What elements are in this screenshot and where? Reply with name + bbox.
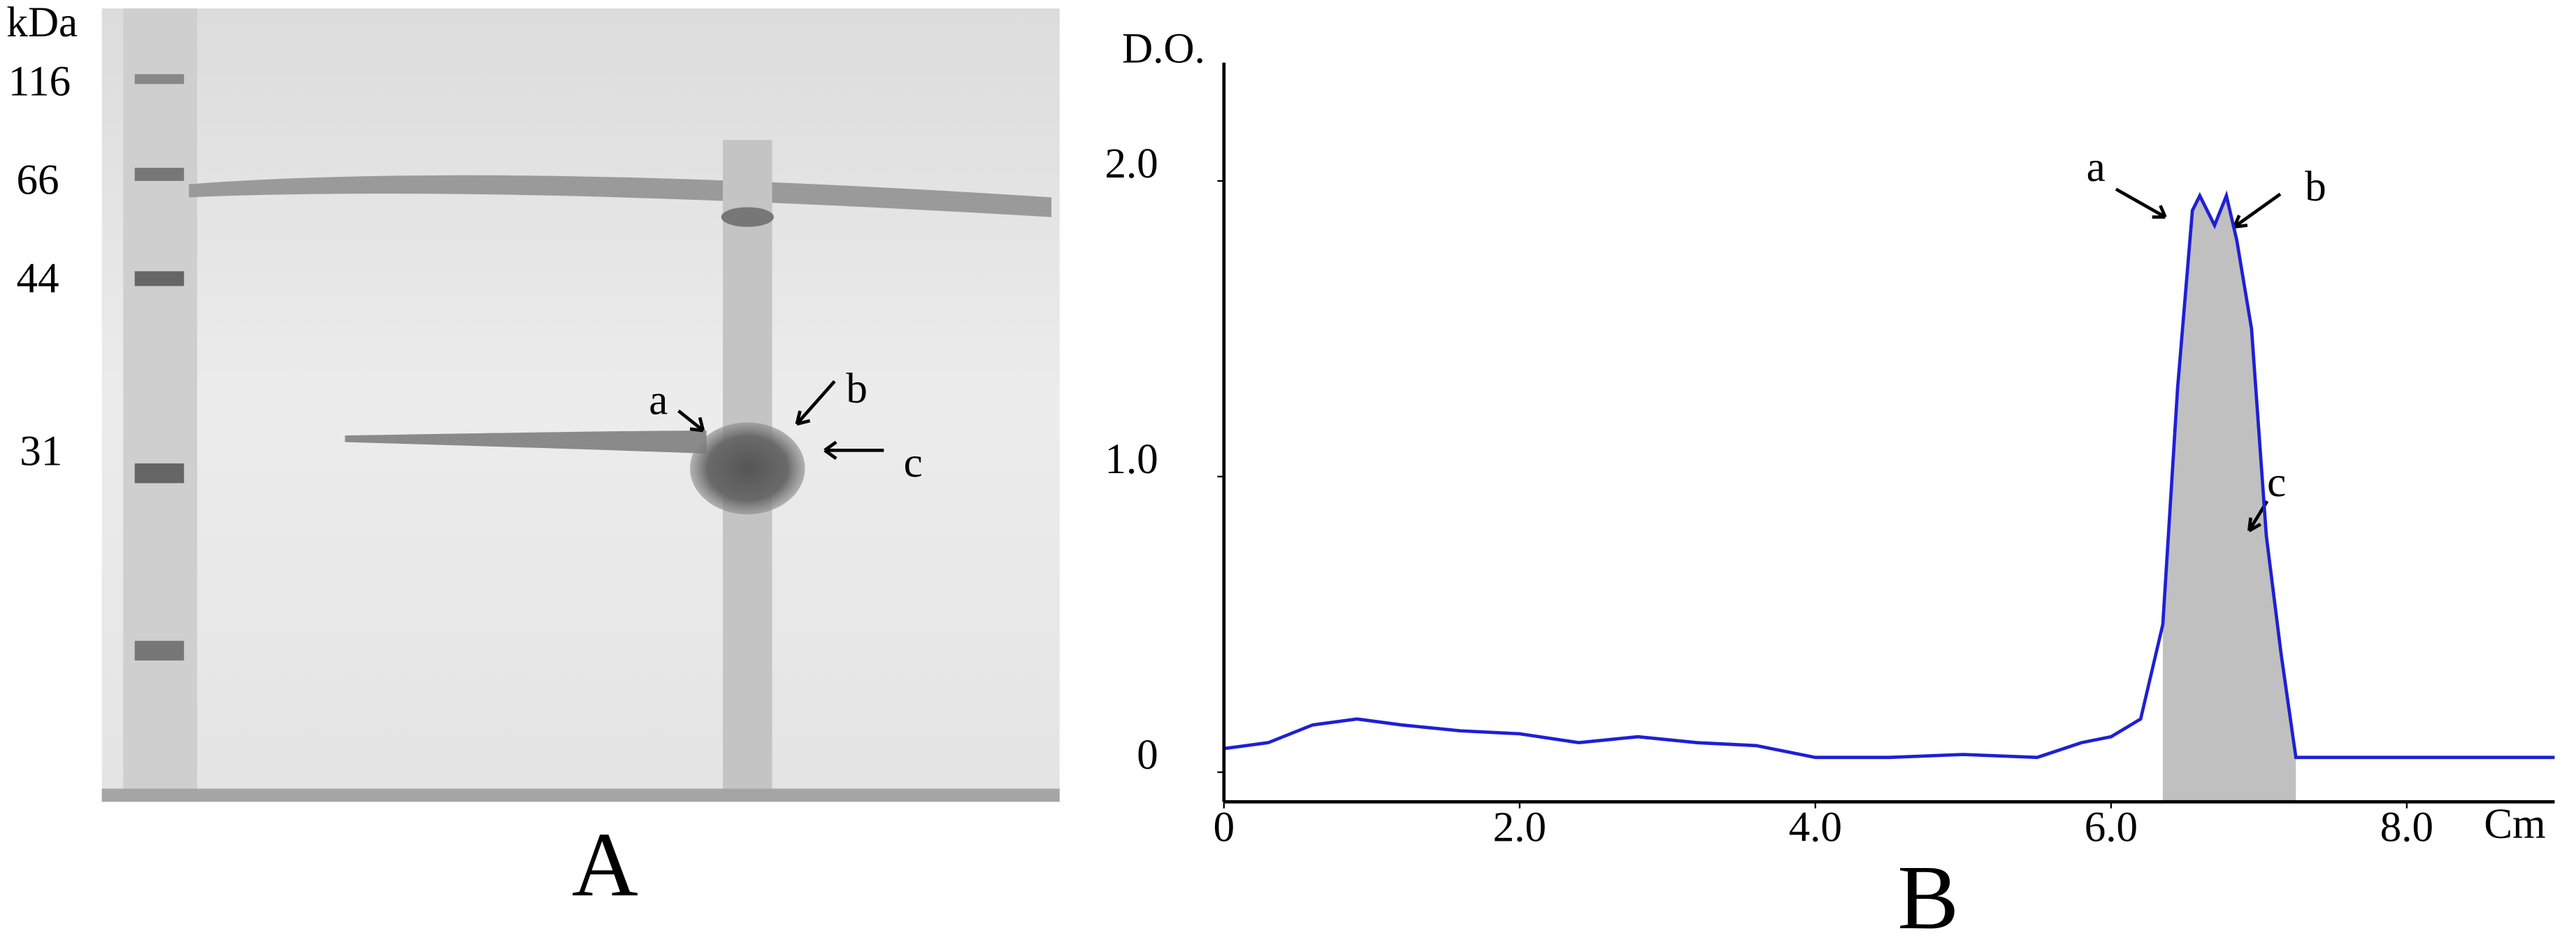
gel-spot [721,207,774,227]
annotation: b [2305,164,2326,210]
annotation: c [904,440,923,486]
gel-unit-label: kDa [6,0,78,46]
ladder-lane [123,8,198,802]
ladder-band [134,74,185,85]
annotation: b [846,366,868,412]
data-line [1223,190,2555,760]
annotation: a [649,377,668,424]
panel-label: A [572,814,638,916]
y-axis-label: D.O. [1122,26,1205,73]
shaded-area [2162,196,2296,802]
x-axis-label: Cm [2484,801,2545,848]
gel-edge [101,788,1060,802]
gel-band [189,175,1052,217]
x-tick-label: 0 [1214,804,1235,851]
x-tick-label: 8.0 [2380,804,2433,851]
chart: D.O. Cm B a b c 0 2.0 4.0 6.0 8.0 0 1.0 2.0 [1104,26,2555,940]
marker-label: 66 [17,157,59,204]
panel-label: B [1897,847,1959,940]
ladder-band [134,463,185,484]
y-tick-label: 2.0 [1104,140,1158,187]
y-tick-label: 0 [1137,732,1158,779]
arrow [2115,187,2167,219]
x-tick-label: 2.0 [1493,804,1546,851]
arrow [2233,192,2282,229]
marker-label: 116 [8,59,71,106]
x-tick-label: 6.0 [2085,804,2138,851]
ladder-band [134,640,185,661]
ladder-band [134,271,185,287]
marker-label: 31 [20,428,62,475]
gel-spot [690,422,805,514]
annotation: c [2267,459,2286,506]
arrow [823,440,884,460]
annotation: a [2087,144,2106,191]
marker-label: 44 [17,256,59,303]
y-tick-label: 1.0 [1104,436,1158,483]
arrow [677,410,705,433]
arrow [795,380,836,426]
gel-streak [345,431,707,454]
gel-background [101,8,1060,802]
x-tick-label: 4.0 [1789,804,1842,851]
ladder-band [134,168,185,181]
gel-image: kDa 116 66 44 31 a b c A [6,0,1060,916]
